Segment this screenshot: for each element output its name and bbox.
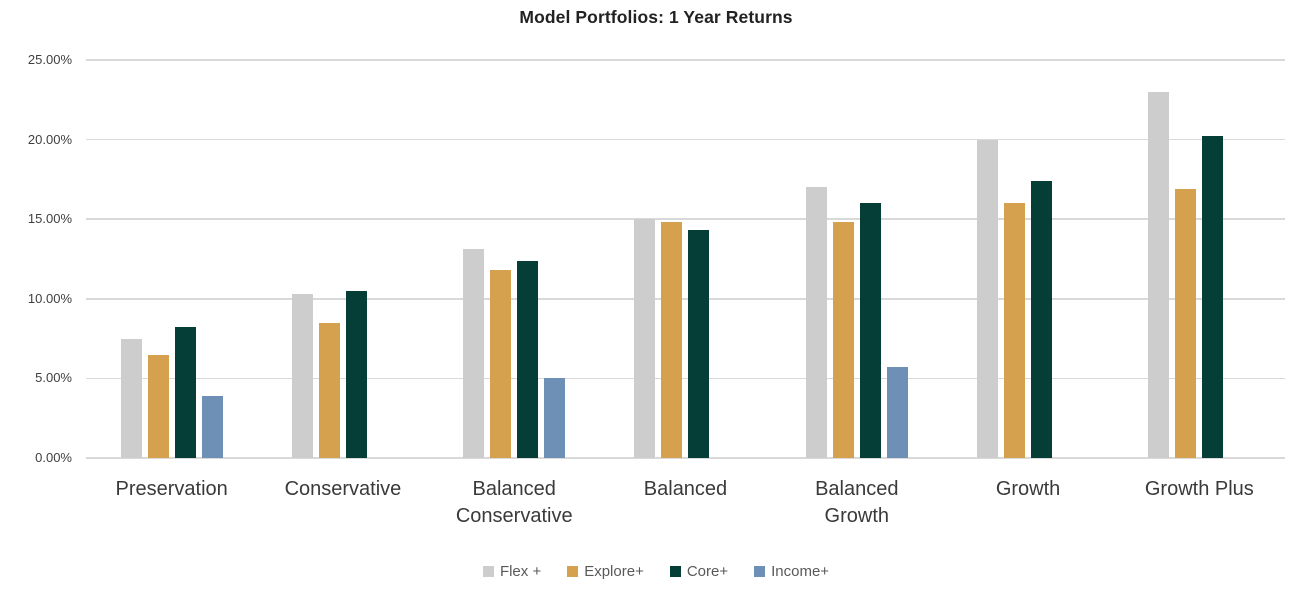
- bar-explore-balanced: [661, 222, 683, 458]
- bar-flex-balanced-conservative: [463, 249, 485, 458]
- bar-group-growth-plus: [1114, 60, 1285, 458]
- bar-explore-growth-plus: [1175, 188, 1197, 458]
- legend-label: Income+: [771, 563, 830, 580]
- bar-income-balanced-conservative: [544, 378, 566, 458]
- legend-item-income: Income+: [754, 563, 829, 580]
- legend-label: Core+: [686, 563, 729, 580]
- legend-item-flex: Flex +: [482, 563, 542, 580]
- bar-flex-balanced-growth: [805, 187, 827, 458]
- bar-income-preservation: [201, 395, 223, 458]
- legend-label: Explore+: [584, 563, 644, 580]
- x-axis-label-preservation: Preservation: [115, 478, 228, 500]
- y-tick-label: 20.00%: [27, 131, 72, 147]
- x-axis-label-growth-plus: Growth Plus: [1144, 478, 1254, 500]
- x-axis-label-growth: Growth: [995, 478, 1061, 500]
- bar-explore-conservative: [318, 322, 340, 458]
- bar-flex-growth: [977, 139, 999, 458]
- bar-explore-growth: [1004, 203, 1026, 458]
- bar-explore-balanced-conservative: [490, 270, 512, 458]
- legend-item-core: Core+: [669, 563, 729, 580]
- legend-swatch-icon: [482, 566, 494, 577]
- bar-flex-preservation: [120, 338, 142, 458]
- x-axis-label-balanced-growth: Balanced Growth: [815, 478, 899, 527]
- bar-core-conservative: [345, 290, 367, 458]
- gridline: [86, 298, 1285, 300]
- bar-group-balanced: [600, 60, 771, 458]
- y-tick-label: 25.00%: [27, 52, 72, 67]
- bar-core-growth: [1031, 181, 1053, 458]
- bar-group-balanced-growth: [771, 60, 942, 458]
- gridline: [86, 377, 1285, 380]
- bar-flex-growth-plus: [1148, 91, 1170, 458]
- x-axis: Preservation Conservative Balanced Conserv…: [86, 476, 1285, 530]
- legend-swatch-icon: [567, 566, 579, 577]
- bar-groups: [86, 60, 1285, 458]
- y-tick-label: 10.00%: [27, 290, 72, 306]
- bar-flex-conservative: [291, 294, 313, 458]
- gridline: [86, 59, 1285, 61]
- bar-flex-balanced: [634, 219, 656, 458]
- x-axis-label-balanced: Balanced: [643, 478, 728, 500]
- y-tick-label: 0.00%: [35, 450, 72, 465]
- y-tick-label: 15.00%: [27, 211, 72, 227]
- bar-group-balanced-conservative: [429, 60, 600, 458]
- bar-group-conservative: [257, 60, 428, 458]
- x-axis-label-balanced-conservative: Balanced Conservative: [455, 478, 573, 527]
- bar-core-preservation: [174, 327, 196, 458]
- legend-swatch-icon: [754, 566, 766, 577]
- bar-group-preservation: [86, 60, 257, 458]
- bar-core-balanced-growth: [859, 203, 881, 458]
- bar-core-balanced-conservative: [517, 260, 539, 458]
- bar-income-balanced-growth: [886, 367, 908, 458]
- plot-area: [86, 59, 1285, 459]
- legend-label: Flex +: [499, 563, 542, 580]
- y-tick-label: 5.00%: [35, 370, 72, 386]
- gridline: [86, 138, 1285, 141]
- legend-swatch-icon: [669, 566, 681, 577]
- gridline: [86, 218, 1285, 220]
- bar-core-growth-plus: [1202, 136, 1224, 458]
- gridline: [86, 457, 1285, 459]
- legend-item-explore: Explore+: [567, 563, 644, 580]
- bar-explore-balanced-growth: [832, 222, 854, 458]
- legend: Flex + Explore+ Core+ Income+: [0, 563, 1312, 580]
- y-axis: 0.00% 5.00% 10.00% 15.00% 20.00% 25.00%: [0, 52, 76, 465]
- bar-group-growth: [942, 60, 1113, 458]
- chart-title: Model Portfolios: 1 Year Returns: [519, 7, 793, 27]
- bar-core-balanced: [688, 230, 710, 458]
- x-axis-label-conservative: Conservative: [284, 478, 402, 500]
- bar-explore-preservation: [147, 354, 169, 458]
